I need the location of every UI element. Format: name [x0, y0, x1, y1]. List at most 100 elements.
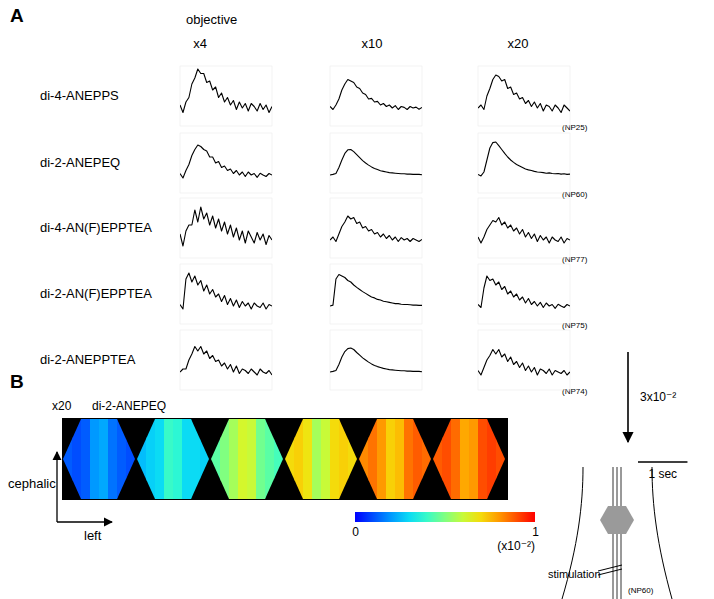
trace-cell — [180, 66, 272, 126]
trace-cell — [330, 198, 422, 258]
heatmap-cell — [359, 419, 369, 499]
trace-group — [330, 216, 422, 242]
orientation-label: left — [84, 528, 102, 543]
plot-frame — [180, 133, 272, 193]
prep-label: (NP77) — [562, 255, 588, 264]
plot-frame — [478, 66, 570, 126]
colorbar-tick-label: 1 — [532, 525, 539, 539]
heatmap-cell — [487, 419, 497, 499]
trace-group — [180, 207, 272, 246]
trace-cell — [478, 198, 570, 258]
heatmap-cell — [200, 419, 210, 499]
trace-line — [478, 218, 570, 244]
plot-frame — [330, 330, 422, 390]
column-header: objective — [186, 12, 237, 27]
trace-line — [180, 273, 272, 309]
trace-line — [330, 150, 422, 176]
imaging-area — [600, 506, 634, 534]
trace-group — [330, 150, 422, 176]
panel-label: A — [10, 5, 24, 26]
prep-label: (NP60) — [628, 586, 654, 595]
heatmap-cell — [72, 419, 82, 499]
row-label: di-4-ANEPPS — [40, 88, 119, 103]
column-label: x4 — [193, 36, 207, 51]
heatmap-cell — [395, 419, 405, 499]
heatmap-frame — [285, 419, 358, 499]
heatmap-cell — [469, 419, 479, 499]
trace-line — [180, 69, 272, 113]
colorbar-label: (x10⁻²) — [497, 539, 535, 553]
colorbar-axis: 01 — [352, 522, 539, 539]
plot-frame — [330, 66, 422, 126]
heatmap-cell — [238, 419, 248, 499]
heatmap-cell — [433, 419, 443, 499]
heatmap-cell — [173, 419, 183, 499]
trace-group — [330, 348, 422, 372]
prep-label: (NP25) — [562, 123, 588, 132]
heatmap-cell — [330, 419, 340, 499]
heatmap-frame — [433, 419, 506, 499]
cord-outline — [652, 467, 672, 599]
plot-frame — [478, 330, 570, 390]
trace-line — [478, 350, 570, 376]
colorbar-tick-label: 0 — [352, 525, 359, 539]
trace-group — [180, 69, 272, 113]
heatmap-cell — [90, 419, 100, 499]
trace-cell — [180, 198, 272, 258]
trace-line — [478, 142, 570, 176]
heatmap-frame — [359, 419, 432, 499]
heatmap-cell — [81, 419, 91, 499]
heatmap-cell — [413, 419, 423, 499]
trace-cell — [478, 264, 570, 324]
column-label: x20 — [508, 36, 529, 51]
plot-frame — [330, 264, 422, 324]
heatmap-cell — [339, 419, 349, 499]
heatmap-cell — [211, 419, 221, 499]
column-label: x10 — [362, 36, 383, 51]
plot-frame — [478, 198, 570, 258]
heatmap-frame — [211, 419, 284, 499]
heatmap-cell — [368, 419, 378, 499]
heatmap-cell — [265, 419, 275, 499]
heatmap-cell — [386, 419, 396, 499]
trace-cell — [180, 133, 272, 193]
heatmap-cell — [321, 419, 331, 499]
orientation-arrow-right — [57, 521, 112, 522]
trace-cell — [478, 330, 570, 390]
heatmap-cell — [164, 419, 174, 499]
dye-label: di-2-ANEPEQ — [92, 399, 166, 413]
colorbar-axis-line — [356, 522, 536, 523]
heatmap-cell — [312, 419, 322, 499]
heatmap-cell — [294, 419, 304, 499]
colorbar-tick: 1 — [532, 522, 539, 539]
frame-strip — [62, 418, 508, 500]
heatmap-cell — [182, 419, 192, 499]
heatmap-cell — [256, 419, 266, 499]
amplitude-scale-bar — [627, 352, 629, 442]
trace-line — [180, 145, 272, 178]
heatmap-cell — [348, 419, 358, 499]
plot-frame — [330, 133, 422, 193]
heatmap-cell — [451, 419, 461, 499]
plot-frame — [180, 264, 272, 324]
heatmap-frame — [63, 419, 136, 499]
heatmap-cell — [460, 419, 470, 499]
trace-cell — [478, 133, 570, 193]
colorbar — [355, 512, 535, 522]
trace-line — [330, 275, 422, 307]
heatmap-cell — [126, 419, 136, 499]
panel-label: B — [10, 371, 24, 392]
row-label: di-2-AN(F)EPPTEA — [40, 286, 152, 301]
trace-cell — [330, 66, 422, 126]
orientation-arrow-up — [56, 452, 57, 522]
heatmap-cell — [229, 419, 239, 499]
trace-group — [330, 275, 422, 307]
objective-label: x20 — [52, 399, 72, 413]
prep-label: (NP75) — [562, 321, 588, 330]
trace-group — [478, 142, 570, 176]
orientation-label: cephalic — [8, 476, 56, 491]
plot-frame — [180, 330, 272, 390]
trace-line — [330, 348, 422, 372]
heatmap-cell — [137, 419, 147, 499]
trace-group — [180, 273, 272, 309]
